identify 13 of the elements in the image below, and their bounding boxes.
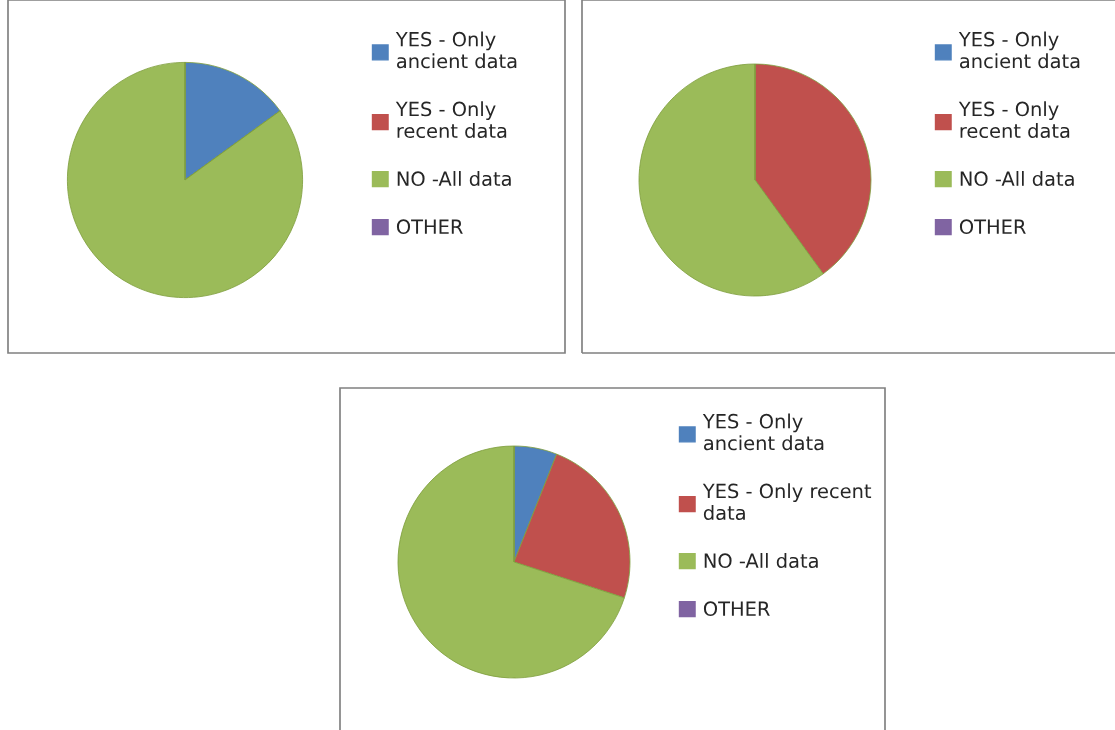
- legend-label: YES - Only ancient data: [702, 413, 824, 451]
- legend-label: OTHER: [396, 219, 463, 235]
- legend-label: YES - Only ancient data: [395, 31, 517, 69]
- pie-slice: [66, 61, 304, 299]
- legend-label: NO -All data: [397, 171, 511, 187]
- legend-label: YES - Only recent data: [702, 483, 872, 521]
- legend-label: YES - Only recent data: [395, 101, 507, 139]
- legend-label: YES - Only recent data: [958, 101, 1070, 139]
- legend-label: NO -All data: [704, 553, 818, 569]
- legend-label: OTHER: [959, 219, 1026, 235]
- legend-label: NO -All data: [960, 171, 1074, 187]
- legend-label: OTHER: [703, 601, 770, 617]
- legend-label: YES - Only ancient data: [958, 31, 1080, 69]
